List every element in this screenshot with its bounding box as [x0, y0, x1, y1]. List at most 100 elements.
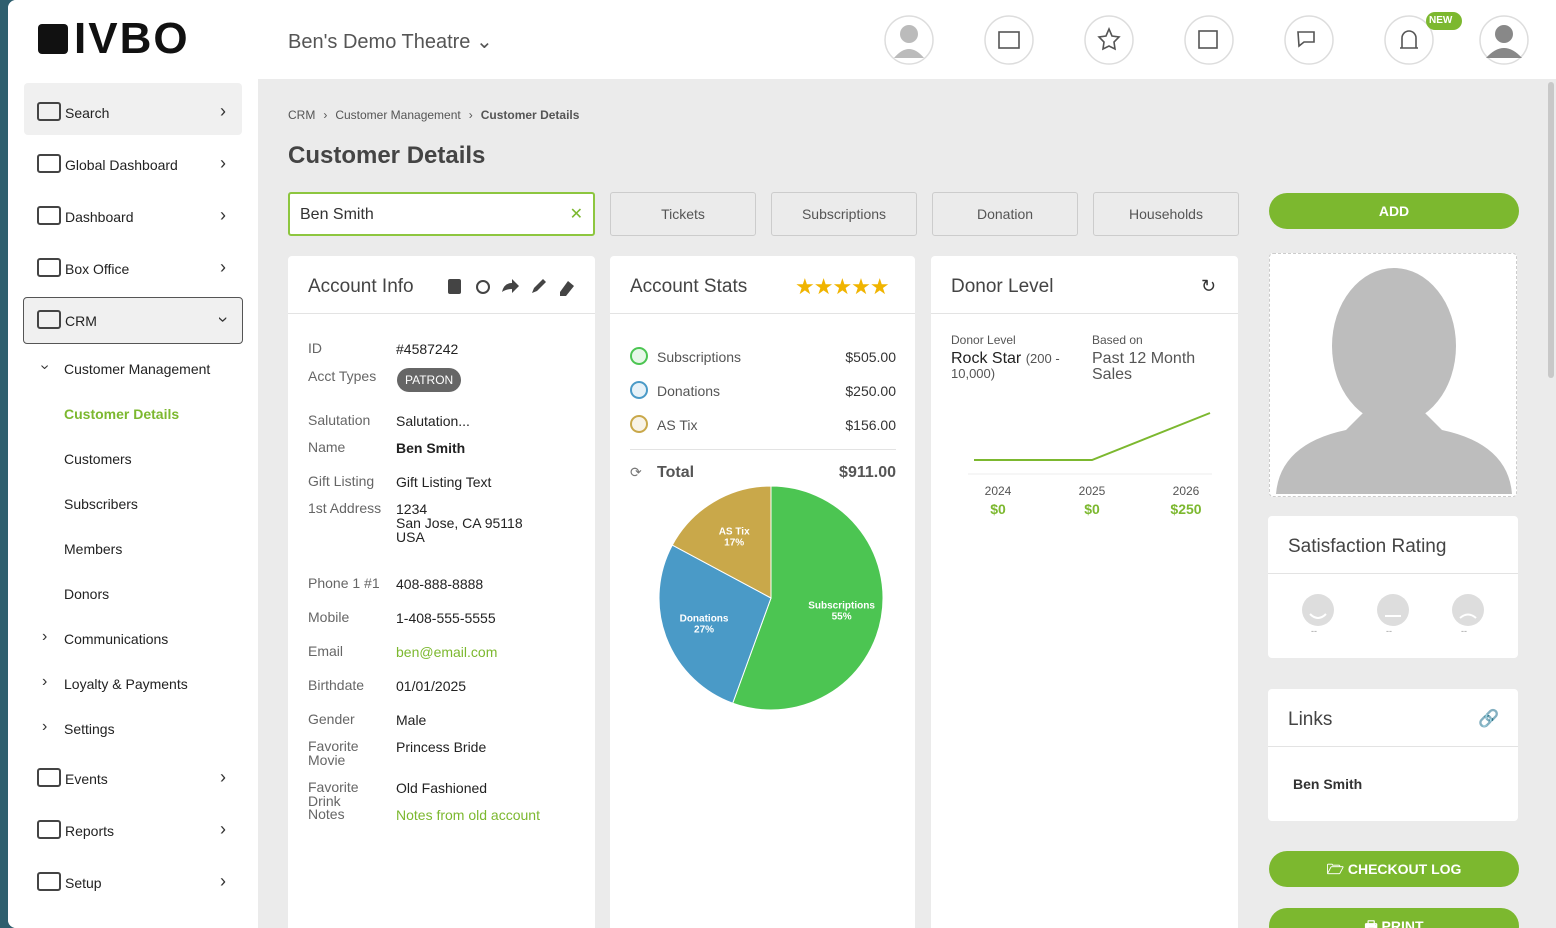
logo[interactable]: IVBO — [74, 14, 190, 63]
menu-item[interactable]: Customer Management — [64, 361, 211, 377]
trend-line — [974, 412, 1211, 461]
venue-select[interactable]: Ben's Demo Theatre ⌄ — [288, 31, 493, 53]
chevron[interactable]: › — [220, 767, 226, 787]
divider — [1268, 573, 1518, 574]
pie-slice — [658, 544, 772, 704]
field-value[interactable]: Notes from old account — [396, 807, 540, 823]
separator: › — [323, 108, 328, 122]
links-card — [1268, 689, 1518, 821]
menu-item[interactable]: Search — [65, 105, 110, 121]
field-value: USA — [396, 529, 425, 545]
page-title: Customer Details — [288, 142, 486, 169]
menu-item[interactable]: Loyalty & Payments — [64, 676, 188, 692]
chevron[interactable]: › — [220, 205, 226, 225]
card-title: Account Info — [308, 276, 414, 297]
menu-item[interactable]: Subscribers — [64, 496, 138, 512]
tab[interactable]: Subscriptions — [771, 192, 917, 236]
field-value: Ben Smith — [396, 440, 466, 456]
crumb[interactable]: Customer Management — [335, 108, 461, 122]
link-item[interactable]: Ben Smith — [1293, 776, 1363, 792]
total-label: Total — [657, 464, 695, 481]
rating-stars: ★★★★★ — [795, 274, 890, 299]
field-value: 408-888-8888 — [396, 576, 484, 592]
field-value: Old Fashioned — [396, 780, 488, 796]
field-label: Favorite Drink — [308, 779, 359, 809]
chevron[interactable]: › — [220, 101, 226, 121]
chevron[interactable]: › — [220, 153, 226, 173]
field-label: Acct Types — [308, 368, 377, 384]
pie-slice — [671, 485, 772, 599]
action-contact[interactable] — [448, 279, 461, 294]
field-value: 1234 — [396, 501, 428, 517]
legend-swatch — [630, 381, 648, 399]
chevron[interactable]: › — [220, 819, 226, 839]
score: -- — [1386, 626, 1392, 636]
chevron[interactable]: › — [42, 718, 48, 735]
menu-item[interactable]: Dashboard — [65, 209, 134, 225]
donor-line-chart: 2024 $0 2025 $0 2026 $250 — [968, 412, 1212, 517]
menu-item[interactable]: Settings — [64, 721, 115, 737]
menu-item[interactable]: Setup — [65, 875, 102, 891]
menu-item[interactable]: Global Dashboard — [65, 157, 178, 173]
satisfaction-card — [1268, 516, 1518, 658]
refresh-icon[interactable]: ⟳ — [630, 464, 642, 480]
profile-photo[interactable] — [1269, 253, 1517, 497]
field-value: Princess Bride — [396, 739, 487, 755]
menu-item[interactable]: Communications — [64, 631, 169, 647]
icon-star[interactable] — [1084, 15, 1134, 65]
chevron[interactable]: › — [220, 257, 226, 277]
chevron[interactable]: › — [220, 871, 226, 891]
icon-calendar[interactable] — [1184, 15, 1234, 65]
card-title: Donor Level — [951, 276, 1054, 297]
refresh-button[interactable]: ↻ — [1201, 276, 1217, 296]
tab[interactable]: Households — [1093, 192, 1239, 236]
basis: Past 12 Month Sales — [1092, 350, 1196, 383]
menu-item[interactable]: Customers — [64, 451, 132, 467]
chevron[interactable]: › — [42, 628, 48, 645]
field-label: ID — [308, 340, 322, 356]
field-value: #4587242 — [396, 341, 459, 357]
icon-chat[interactable] — [1284, 15, 1334, 65]
menu-item[interactable]: Members — [64, 541, 123, 557]
field-value: 1-408-555-5555 — [396, 610, 496, 626]
face-neutral[interactable] — [1377, 594, 1409, 626]
menu-item[interactable]: Donors — [64, 586, 110, 602]
menu-item[interactable]: Events — [65, 771, 108, 787]
tab[interactable]: Donation — [932, 192, 1078, 236]
menu-item[interactable]: Box Office — [65, 261, 130, 277]
customer-search[interactable]: Ben Smith ✕ — [288, 192, 595, 236]
menu-item[interactable]: Customer Details — [64, 406, 180, 422]
icon-box[interactable] — [984, 15, 1034, 65]
icon-bell[interactable] — [1384, 15, 1434, 65]
divider — [288, 313, 595, 314]
basis-label: Based on — [1092, 333, 1143, 347]
face-sad[interactable] — [1452, 594, 1484, 626]
field-label: 1st Address — [308, 500, 382, 516]
stat-amount: $156.00 — [845, 417, 896, 433]
link-icon[interactable]: 🔗 — [1478, 709, 1500, 728]
field-label: Mobile — [308, 609, 350, 625]
tab[interactable]: Tickets — [610, 192, 756, 236]
donor-level: Rock Star (200 - 10,000) — [951, 351, 1071, 382]
legend-swatch — [630, 415, 648, 433]
add-button[interactable]: ADD — [1269, 193, 1519, 229]
chevron[interactable]: › — [36, 364, 54, 370]
action-erase[interactable] — [560, 281, 574, 296]
clear-icon[interactable]: ✕ — [569, 206, 583, 223]
action-link[interactable] — [476, 280, 490, 294]
avatar-silhouette — [1276, 268, 1512, 494]
slice-value: 17% — [724, 537, 744, 548]
checkout-log-button[interactable]: 🗁 CHECKOUT LOG — [1269, 851, 1519, 887]
menu-item[interactable]: CRM — [65, 313, 97, 329]
chevron[interactable]: › — [213, 316, 234, 323]
action-edit[interactable] — [532, 279, 546, 293]
action-share[interactable] — [502, 279, 519, 293]
menu-item[interactable]: Reports — [65, 823, 115, 839]
crumb[interactable]: CRM — [288, 108, 316, 122]
face-happy[interactable] — [1302, 594, 1334, 626]
field-value: Male — [396, 712, 427, 728]
menu-icon — [37, 872, 61, 891]
chevron[interactable]: › — [42, 673, 48, 690]
print-button[interactable]: 🖶 PRINT — [1269, 908, 1519, 928]
field-value[interactable]: ben@email.com — [396, 644, 498, 660]
